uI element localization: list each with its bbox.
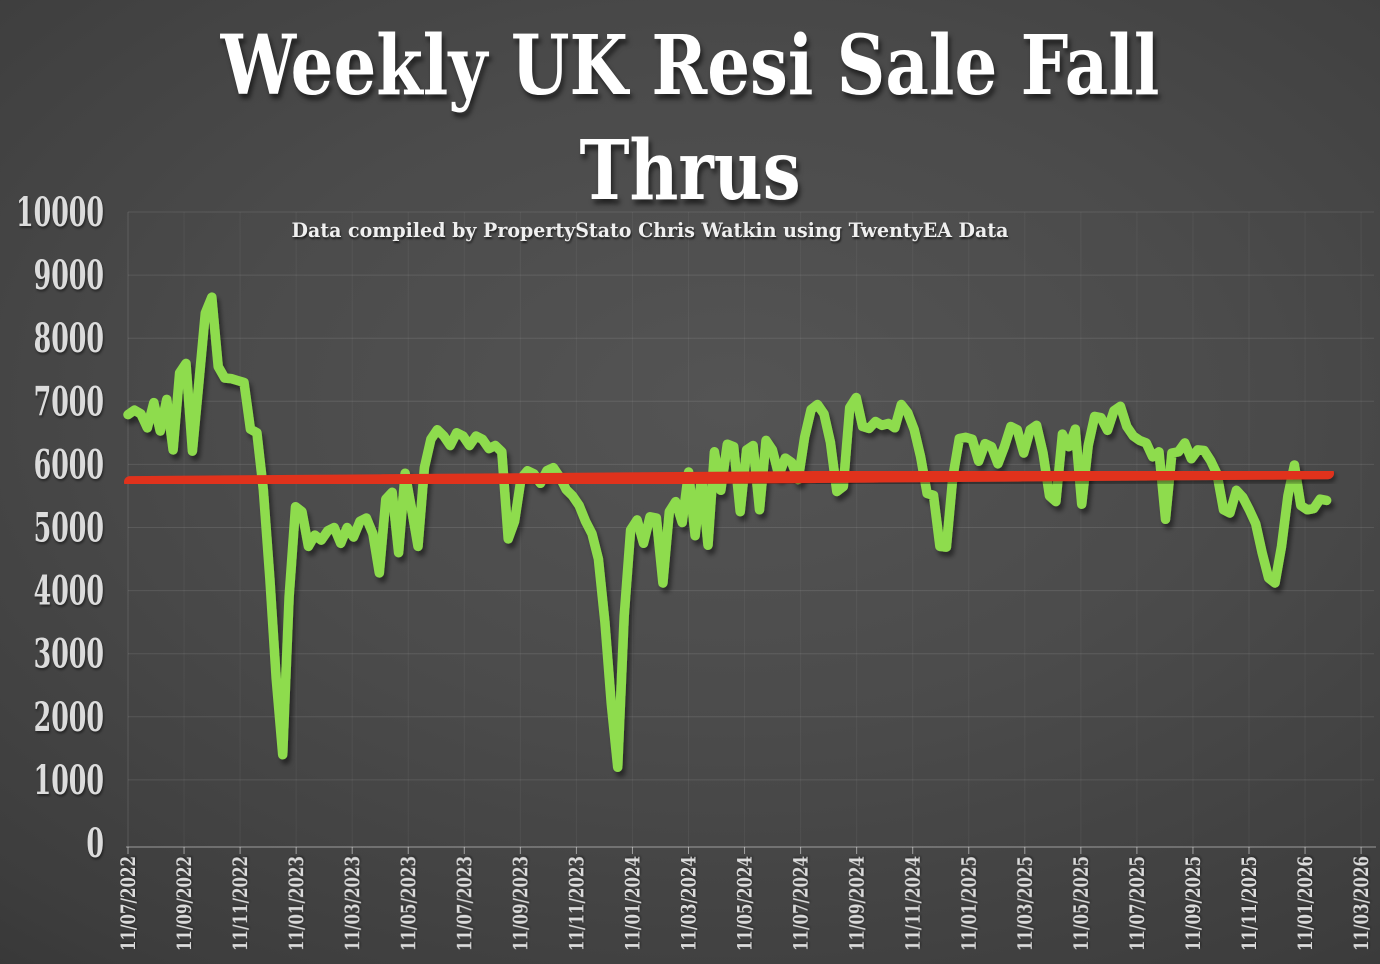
weekly-fall-throughs-series-line [123,292,1332,773]
svg-text:11/01/2025: 11/01/2025 [957,856,981,951]
svg-text:11/03/2026: 11/03/2026 [1349,856,1373,951]
svg-text:11/09/2022: 11/09/2022 [172,856,196,951]
svg-text:11/09/2024: 11/09/2024 [845,856,869,951]
svg-text:11/01/2026: 11/01/2026 [1293,856,1317,951]
svg-text:4000: 4000 [34,568,104,615]
svg-text:3000: 3000 [34,631,104,678]
svg-text:11/11/2025: 11/11/2025 [1237,856,1261,951]
svg-text:9000: 9000 [34,252,104,299]
svg-text:11/11/2023: 11/11/2023 [564,856,588,951]
svg-text:11/07/2022: 11/07/2022 [116,856,140,951]
chart-subtitle: Data compiled by PropertyStato Chris Wat… [291,218,1009,242]
svg-text:11/09/2023: 11/09/2023 [508,856,532,951]
svg-text:0: 0 [86,820,104,867]
red-trend-line [124,467,1334,489]
x-axis-labels: 11/07/2022 11/09/2022 11/11/2022 11/01/2023… [116,856,1373,951]
svg-text:5000: 5000 [34,505,104,552]
svg-text:11/07/2025: 11/07/2025 [1125,856,1149,951]
svg-text:11/09/2025: 11/09/2025 [1181,856,1205,951]
svg-text:1000: 1000 [34,757,104,804]
svg-text:11/11/2022: 11/11/2022 [228,856,252,951]
svg-text:11/03/2025: 11/03/2025 [1013,856,1037,951]
svg-text:11/07/2024: 11/07/2024 [789,856,813,951]
svg-text:11/05/2024: 11/05/2024 [733,856,757,951]
svg-text:6000: 6000 [34,441,104,488]
svg-text:11/07/2023: 11/07/2023 [452,856,476,951]
svg-text:8000: 8000 [34,315,104,362]
chart-title: Weekly UK Resi Sale Fall Thrus [220,18,1160,219]
svg-text:11/01/2024: 11/01/2024 [620,856,644,951]
svg-text:11/01/2023: 11/01/2023 [284,856,308,951]
vertical-gridlines [127,212,1362,847]
svg-text:7000: 7000 [34,378,104,425]
svg-text:11/11/2024: 11/11/2024 [901,856,925,951]
svg-text:11/03/2023: 11/03/2023 [340,856,364,951]
svg-text:11/05/2023: 11/05/2023 [396,856,420,951]
y-axis-labels: 0 1000 2000 3000 4000 5000 6000 7000 8000 9000 100… [16,189,104,867]
axis-lines-and-ticks [126,212,1376,854]
svg-text:11/03/2024: 11/03/2024 [677,856,701,951]
svg-text:10000: 10000 [16,189,104,236]
horizontal-gridlines [128,211,1374,781]
svg-text:11/05/2025: 11/05/2025 [1069,856,1093,951]
svg-text:2000: 2000 [34,694,104,741]
